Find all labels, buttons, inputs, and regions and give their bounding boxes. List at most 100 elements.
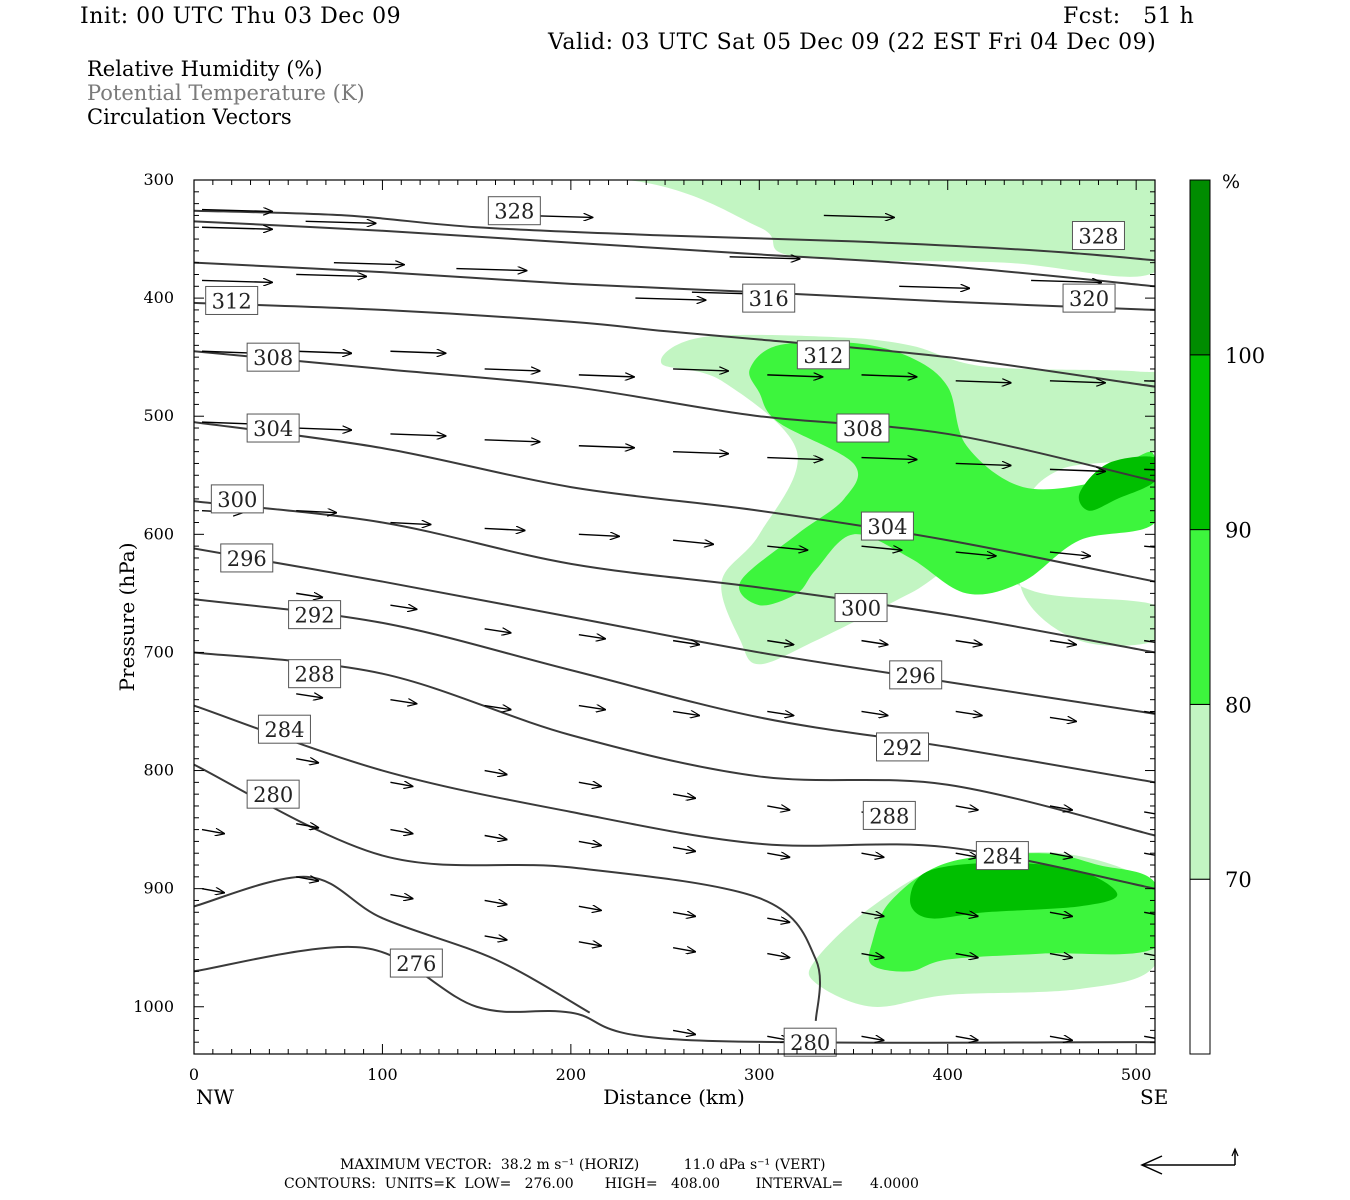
colorbar-label-80: 80 [1225, 693, 1252, 717]
vector-arrow-2-0 [201, 280, 272, 282]
vector-arrow-10-6 [767, 918, 789, 922]
vector-arrow-2-2 [456, 269, 526, 271]
vector-arrow-7-6 [861, 711, 888, 715]
svg-text:288: 288 [295, 663, 335, 687]
colorbar-swatch-2 [1189, 529, 1211, 705]
vector-arrow-9-3 [484, 836, 507, 840]
y-tick-label-400: 400 [143, 288, 174, 307]
vector-arrow-10-0 [201, 889, 224, 893]
vector-arrow-5-2 [390, 523, 430, 525]
vector-arrow-10-1 [296, 877, 318, 881]
theta-contour-unlabeled-13 [194, 945, 1155, 1044]
svg-text:320: 320 [1069, 287, 1109, 311]
vector-arrow-7-4 [672, 711, 699, 715]
x-tick-label-300: 300 [744, 1065, 775, 1084]
contour-label-284-1: 284 [975, 841, 1029, 871]
vector-arrow-3-8 [955, 381, 1011, 383]
svg-text:280: 280 [253, 783, 293, 807]
rh-region-70-0 [363, 180, 1155, 277]
theta-contour-300 [194, 500, 1155, 654]
x-tick-label-0: 0 [189, 1065, 199, 1084]
colorbar-label-100: 100 [1225, 344, 1265, 368]
vector-arrow-12-0 [672, 1030, 695, 1034]
y-tick-label-800: 800 [143, 761, 174, 780]
vector-arrow-12-3 [955, 1036, 978, 1040]
vector-arrow-6-6 [861, 641, 888, 645]
vector-arrow-11-3 [767, 954, 789, 958]
vector-arrow-4-1 [296, 428, 351, 430]
contours-note: CONTOURS: UNITS=K LOW= 276.00 HIGH= 408.… [284, 1176, 919, 1192]
vector-arrow-10-2 [390, 895, 412, 899]
vector-arrow-10-4 [578, 906, 601, 910]
x-left-end-label: NW [196, 1085, 235, 1109]
rh-region-90-6 [910, 862, 1118, 919]
vector-arrow-10-7 [861, 912, 884, 916]
vector-arrow-6-1 [390, 605, 416, 609]
vector-arrow-10-8 [955, 912, 978, 916]
contour-label-280-1: 280 [783, 1027, 837, 1057]
vector-arrow-11-2 [672, 948, 695, 952]
vector-arrow-11-1 [578, 942, 601, 946]
vector-arrow-12-4 [1049, 1036, 1072, 1040]
vector-arrow-3-5 [673, 369, 728, 371]
vector-arrow-3-7 [861, 375, 917, 377]
vector-arrow-9-2 [390, 830, 412, 834]
svg-text:288: 288 [869, 804, 909, 828]
vector-arrow-6-3 [578, 635, 605, 639]
vector-arrow-3-4 [578, 375, 634, 377]
vector-arrow-11-7 [1144, 952, 1155, 957]
svg-text:300: 300 [841, 597, 881, 621]
vector-arrow-4-10 [1144, 468, 1155, 471]
svg-text:304: 304 [253, 417, 293, 441]
theta-contour-328 [194, 209, 1155, 262]
vector-arrow-9-9 [1049, 853, 1072, 857]
vector-arrow-8-0 [296, 759, 318, 763]
vector-arrow-11-6 [1049, 954, 1072, 958]
max-vector-note: MAXIMUM VECTOR: 38.2 m s⁻¹ (HORIZ) 11.0 … [340, 1157, 826, 1173]
contour-label-308-1: 308 [836, 413, 890, 443]
theta-contour-288 [194, 651, 1155, 837]
rh-region-80-3 [739, 341, 1155, 606]
vector-arrow-2-1 [296, 274, 366, 276]
vector-arrow-4-7 [861, 458, 917, 460]
vector-arrow-11-4 [861, 954, 884, 958]
theta-contour-296 [194, 547, 1155, 715]
axes: 300 400 500 600 700 800 900 1000 0 100 200 300 400 50… [133, 170, 1155, 1084]
colorbar-unit: % [1222, 171, 1240, 193]
vector-arrow-9-6 [767, 853, 789, 857]
contour-label-304-0: 304 [246, 413, 300, 443]
theta-contour-280 [194, 763, 822, 1021]
forecast-hour: Fcst: 51 h [1063, 4, 1195, 29]
vector-arrow-4-2 [390, 434, 445, 436]
svg-text:328: 328 [1078, 225, 1118, 249]
x-tick-label-100: 100 [367, 1065, 398, 1084]
contour-labels: 328 328 320 316 312 312 308 308 304 304 300 300 296 2… [205, 196, 1125, 1057]
vector-arrow-8-7 [955, 806, 978, 810]
vector-arrow-3-9 [1049, 381, 1105, 383]
svg-text:300: 300 [217, 488, 257, 512]
x-tick-label-200: 200 [556, 1065, 587, 1084]
vector-arrow-6-2 [484, 629, 511, 633]
vector-arrow-1-0 [201, 227, 272, 229]
vector-arrow-8-1 [390, 782, 412, 786]
x-axis-title: Distance (km) [603, 1085, 745, 1109]
vector-arrow-5-8 [955, 552, 996, 556]
vector-arrow-5-9 [1049, 552, 1090, 556]
vector-arrow-7-0 [296, 694, 322, 698]
vector-arrow-2-6 [1031, 280, 1101, 282]
init-time: Init: 00 UTC Thu 03 Dec 09 [80, 4, 402, 29]
vector-arrow-8-8 [1049, 806, 1072, 810]
colorbar-label-90: 90 [1225, 519, 1252, 543]
vector-arrow-11-5 [955, 954, 978, 958]
svg-text:316: 316 [749, 287, 789, 311]
y-axis-title: Pressure (hPa) [115, 543, 139, 692]
circulation-vectors [201, 210, 1155, 1041]
vector-arrow-9-7 [861, 853, 884, 857]
vector-arrow-7-2 [484, 706, 511, 710]
contour-label-312-0: 312 [205, 285, 259, 315]
contour-label-300-1: 300 [834, 593, 888, 623]
vector-arrow-9-0 [201, 830, 224, 834]
reference-vector [1140, 1147, 1239, 1175]
svg-text:280: 280 [790, 1031, 830, 1055]
